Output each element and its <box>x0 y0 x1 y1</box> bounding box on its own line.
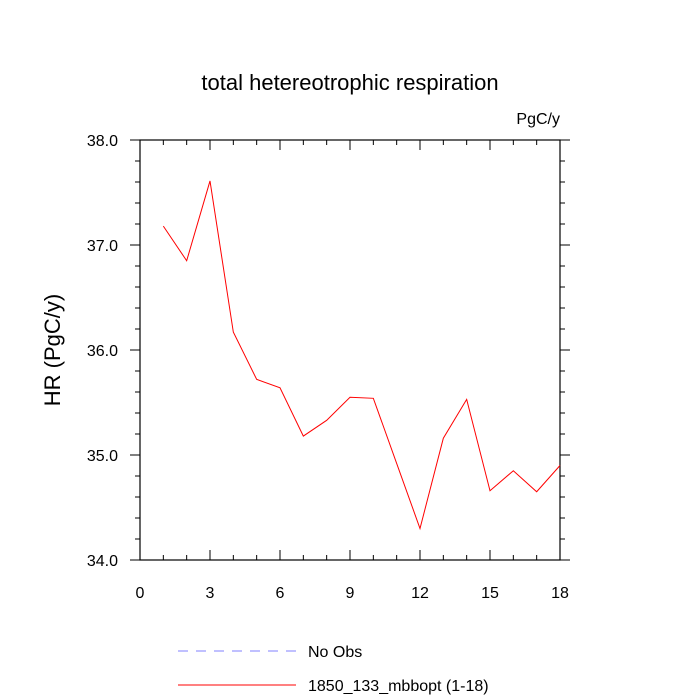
y-tick-label: 38.0 <box>87 133 118 150</box>
legend: No Obs 1850_133_mbbopt (1-18) <box>178 644 489 695</box>
legend-label: No Obs <box>308 644 362 661</box>
y-tick-label: 34.0 <box>87 553 118 570</box>
x-tick-label: 0 <box>136 585 145 602</box>
axes-layer: 0 3 6 9 12 15 18 34.0 35.0 36.0 37.0 38.0 <box>87 133 570 602</box>
x-tick-label: 12 <box>411 585 429 602</box>
x-tick-label: 18 <box>551 585 569 602</box>
x-tick-label: 3 <box>206 585 215 602</box>
x-tick-label: 6 <box>276 585 285 602</box>
chart-title: total hetereotrophic respiration <box>201 70 498 95</box>
series-line <box>162 180 561 531</box>
y-tick-label: 36.0 <box>87 343 118 360</box>
units-label: PgC/y <box>516 111 560 128</box>
y-axis-label: HR (PgC/y) <box>40 294 65 406</box>
x-tick-label: 15 <box>481 585 499 602</box>
plot-frame <box>139 139 561 561</box>
x-tick-label: 9 <box>346 585 355 602</box>
y-tick-label: 35.0 <box>87 448 118 465</box>
legend-label: 1850_133_mbbopt (1-18) <box>308 678 489 695</box>
y-tick-label: 37.0 <box>87 238 118 255</box>
series-layer <box>162 180 561 531</box>
